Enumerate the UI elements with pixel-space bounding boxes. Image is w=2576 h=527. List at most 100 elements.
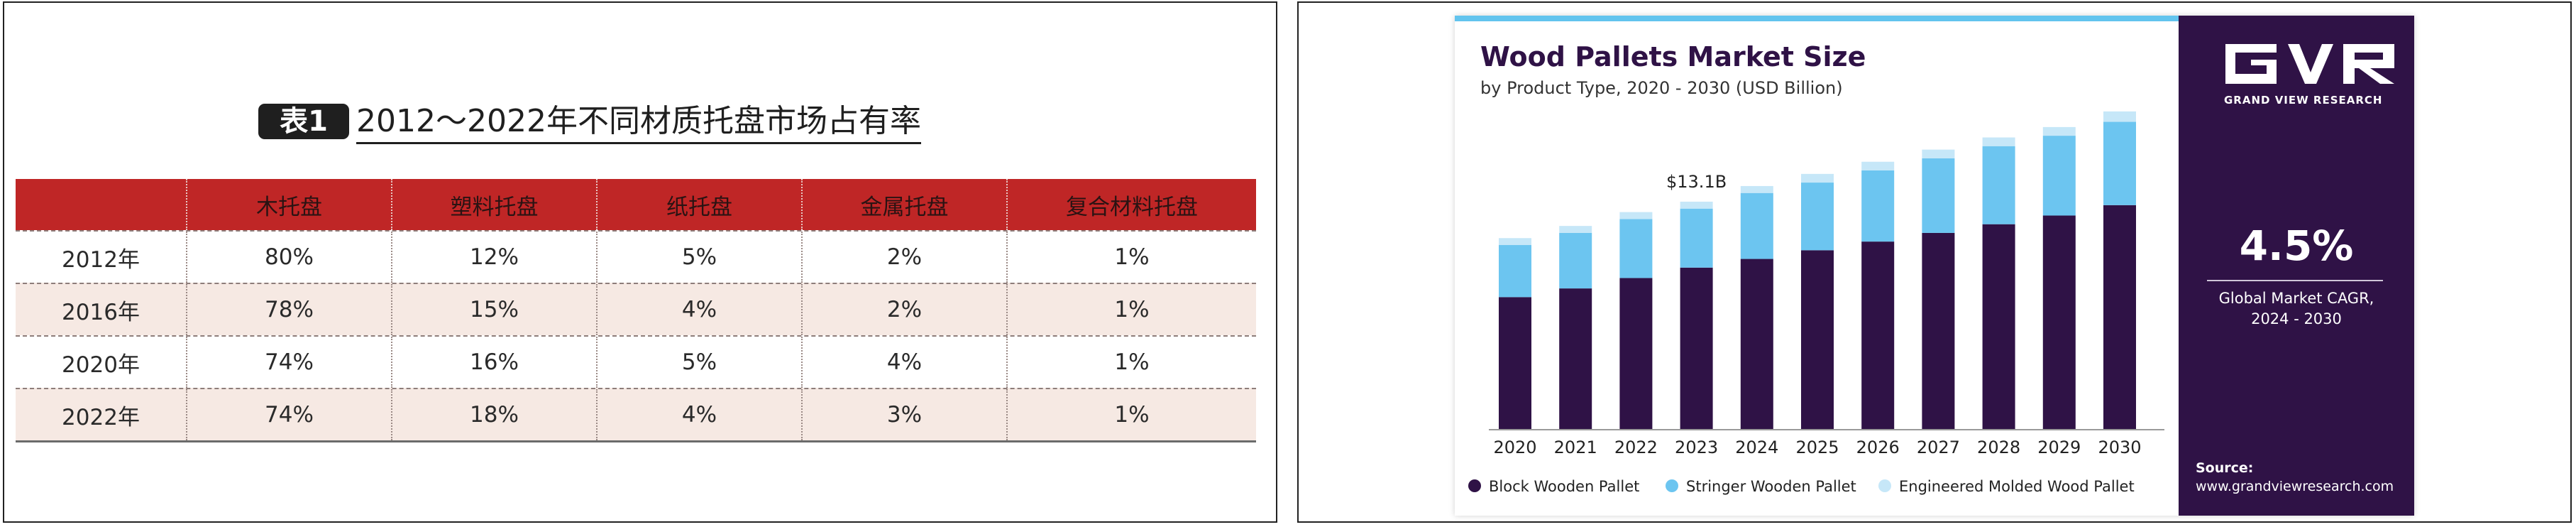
table-cell: 4%: [596, 389, 801, 440]
table-badge: 表1: [258, 104, 349, 139]
table-cell: 5%: [596, 337, 801, 388]
table-header-cell: 复合材料托盘: [1006, 179, 1256, 230]
table-cell: 78%: [186, 284, 391, 335]
bar-engineered-molded-wood-pallet-2029: [2042, 126, 2076, 136]
table-header-row: 木托盘 塑料托盘 纸托盘 金属托盘 复合材料托盘: [16, 179, 1256, 230]
bar-stringer-wooden-pallet-2025: [1801, 183, 1834, 251]
x-tick-label: 2026: [1856, 438, 1900, 457]
legend-marker: [1468, 479, 1481, 492]
sidebar-panel: [2179, 16, 2414, 516]
bar-stringer-wooden-pallet-2023: [1680, 208, 1713, 268]
bar-engineered-molded-wood-pallet-2026: [1861, 161, 1895, 170]
table-cell: 74%: [186, 337, 391, 388]
x-tick-label: 2024: [1735, 438, 1778, 457]
table-row: 2022年 74% 18% 4% 3% 1%: [16, 388, 1256, 442]
table-row: 2012年 80% 12% 5% 2% 1%: [16, 230, 1256, 283]
table-row-year: 2012年: [62, 246, 140, 273]
table-title: 表1 2012～2022年不同材质托盘市场占有率: [4, 99, 1279, 149]
table-row-year: 2020年: [62, 352, 140, 378]
bar-stringer-wooden-pallet-2020: [1499, 245, 1531, 298]
table-cell: 1%: [1006, 337, 1256, 388]
table-header-cell: 木托盘: [186, 179, 391, 230]
bar-engineered-molded-wood-pallet-2024: [1740, 185, 1773, 193]
bar-block-wooden-pallet-2025: [1801, 250, 1834, 429]
cagr-label-line2: 2024 - 2030: [2251, 310, 2342, 327]
table-caption: 2012～2022年不同材质托盘市场占有率: [356, 102, 921, 144]
legend-label: Block Wooden Pallet: [1489, 478, 1639, 495]
bar-engineered-molded-wood-pallet-2028: [1982, 137, 2015, 146]
table-cell: 18%: [391, 389, 596, 440]
x-tick-label: 2029: [2037, 438, 2081, 457]
x-tick-label: 2025: [1795, 438, 1839, 457]
table-cell: 2%: [801, 232, 1006, 283]
bar-stringer-wooden-pallet-2024: [1740, 192, 1773, 259]
bar-engineered-molded-wood-pallet-2022: [1619, 212, 1653, 219]
bar-block-wooden-pallet-2027: [1922, 232, 1955, 429]
cagr-value: 4.5%: [2239, 222, 2354, 270]
bar-engineered-molded-wood-pallet-2020: [1499, 238, 1531, 246]
bar-stringer-wooden-pallet-2022: [1619, 219, 1653, 278]
source-url[interactable]: www.grandviewresearch.com: [2196, 479, 2394, 494]
legend-marker: [1878, 479, 1891, 492]
chart-card: Wood Pallets Market Size by Product Type…: [1455, 16, 2414, 516]
x-tick-label: 2030: [2098, 438, 2141, 457]
x-tick-label: 2028: [1977, 438, 2020, 457]
bar-block-wooden-pallet-2020: [1499, 297, 1531, 429]
table-header-cell: 金属托盘: [801, 179, 1006, 230]
bar-engineered-molded-wood-pallet-2021: [1559, 226, 1592, 233]
table-header-cell: 塑料托盘: [391, 179, 596, 230]
table-header-cell: 纸托盘: [596, 179, 801, 230]
table-cell: 1%: [1006, 232, 1256, 283]
bar-engineered-molded-wood-pallet-2025: [1801, 173, 1834, 183]
bar-engineered-molded-wood-pallet-2027: [1922, 149, 1955, 158]
bar-stringer-wooden-pallet-2027: [1922, 158, 1955, 233]
source-label: Source:: [2196, 460, 2254, 476]
table-cell: 5%: [596, 232, 801, 283]
bar-engineered-molded-wood-pallet-2023: [1680, 201, 1713, 209]
grand-view-research-logo: GRAND VIEW RESEARCH: [2224, 40, 2397, 118]
table-cell: 4%: [801, 337, 1006, 388]
table-cell: 1%: [1006, 284, 1256, 335]
table-cell: 16%: [391, 337, 596, 388]
left-panel: 表1 2012～2022年不同材质托盘市场占有率 木托盘 塑料托盘 纸托盘 金属托盘复…: [3, 1, 1277, 523]
table-row-year: 2016年: [62, 299, 140, 325]
legend-marker: [1666, 479, 1678, 492]
table-cell: 74%: [186, 389, 391, 440]
table-cell: 1%: [1006, 389, 1256, 440]
bar-block-wooden-pallet-2023: [1680, 267, 1713, 429]
bar-block-wooden-pallet-2024: [1740, 259, 1773, 429]
top-accent-bar: [1455, 16, 2179, 21]
table-cell: 12%: [391, 232, 596, 283]
legend-label: Engineered Molded Wood Pallet: [1899, 478, 2135, 495]
bar-stringer-wooden-pallet-2029: [2042, 136, 2076, 216]
cagr-label-line1: Global Market CAGR,: [2218, 290, 2374, 307]
stacked-bar-chart: 2020 2021 2022 2023 $13.1B 2024 2025 2026 2027 20…: [1468, 111, 2164, 495]
table-row-year: 2022年: [62, 404, 140, 430]
legend-label: Stringer Wooden Pallet: [1686, 478, 1856, 495]
bar-annotation-label: $13.1B: [1666, 172, 1727, 192]
table-cell: 80%: [186, 232, 391, 283]
bar-stringer-wooden-pallet-2021: [1559, 232, 1592, 289]
table-header-cell: [16, 179, 186, 230]
table-cell: 2%: [801, 284, 1006, 335]
gvr-logo-icon: [2225, 44, 2394, 84]
chart-title: Wood Pallets Market Size: [1480, 41, 1866, 72]
bar-block-wooden-pallet-2029: [2042, 215, 2076, 429]
bar-block-wooden-pallet-2021: [1559, 288, 1592, 429]
table-row: 2020年 74% 16% 5% 4% 1%: [16, 335, 1256, 388]
table-cell: 4%: [596, 284, 801, 335]
market-share-table: 木托盘 塑料托盘 纸托盘 金属托盘 复合材料托盘 2012年 80% 12% 5% 2% 1% 201…: [16, 179, 1256, 442]
table-cell: 15%: [391, 284, 596, 335]
cagr-label: Global Market CAGR, 2024 - 2030: [2179, 288, 2414, 330]
x-tick-label: 2027: [1917, 438, 1960, 457]
bar-block-wooden-pallet-2026: [1861, 241, 1895, 429]
cagr-divider: [2207, 280, 2383, 281]
x-tick-label: 2021: [1554, 438, 1597, 457]
logo-text: GRAND VIEW RESEARCH: [2224, 94, 2383, 107]
bar-block-wooden-pallet-2022: [1619, 278, 1653, 429]
bar-block-wooden-pallet-2028: [1982, 224, 2015, 429]
bar-block-wooden-pallet-2030: [2103, 205, 2136, 429]
table-cell: 3%: [801, 389, 1006, 440]
bar-stringer-wooden-pallet-2026: [1861, 170, 1895, 242]
x-tick-label: 2022: [1614, 438, 1658, 457]
